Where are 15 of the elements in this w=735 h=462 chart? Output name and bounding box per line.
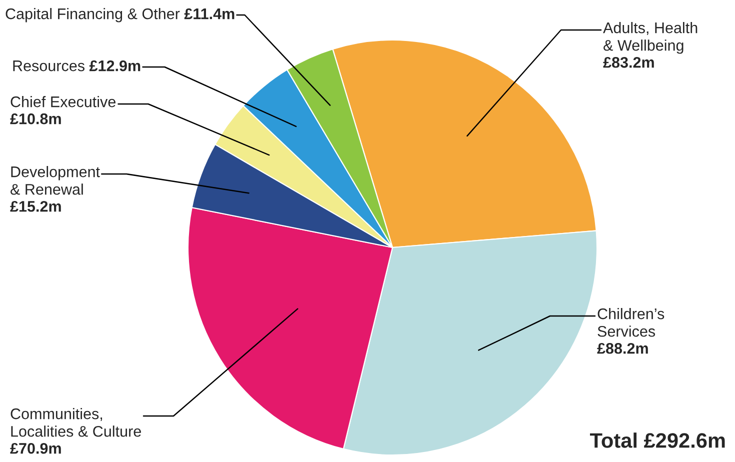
data-label: £15.2m — [10, 200, 61, 212]
slice-label: Chief Executive — [10, 96, 116, 108]
slice-label: Capital Financing & Other — [6, 8, 180, 22]
data-label: £12.9m — [89, 60, 140, 72]
slice-label: Adults, Health & Wellbeing — [603, 22, 698, 54]
slice-label: Resources — [13, 60, 84, 72]
slice-label: Communities, Localities & Culture — [10, 408, 141, 437]
data-label: £83.2m — [603, 56, 654, 68]
slice-label: Children’s Services — [598, 308, 664, 337]
data-label: £70.9m — [10, 442, 61, 454]
data-label: £10.8m — [10, 113, 61, 124]
text: Total £292.6m — [590, 432, 725, 448]
data-label: £11.4m — [184, 8, 234, 20]
slice-label: Development & Renewal — [10, 166, 100, 195]
data-label: £88.2m — [597, 342, 648, 354]
